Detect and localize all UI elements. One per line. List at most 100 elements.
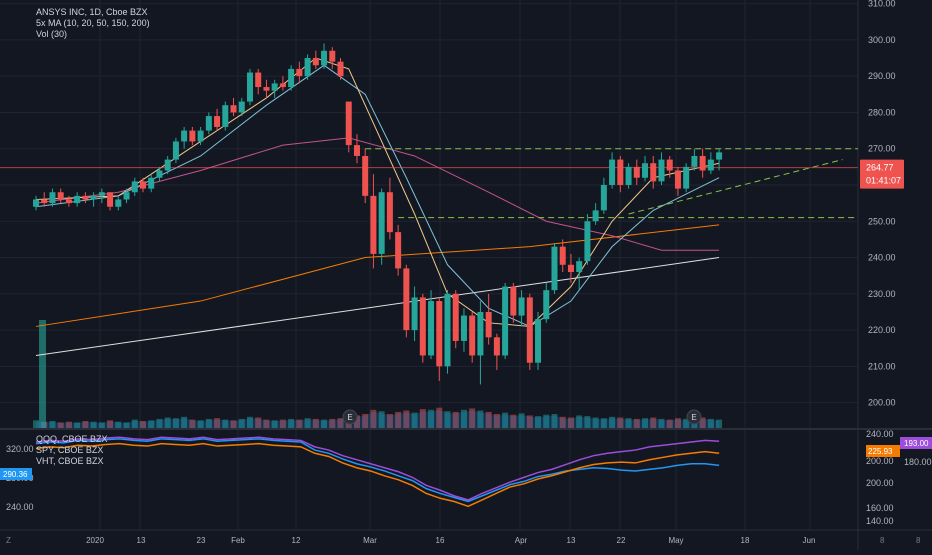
candle-body[interactable] bbox=[321, 50, 328, 66]
candle-body[interactable] bbox=[436, 301, 443, 367]
spy-legend[interactable]: SPY, CBOE BZX bbox=[36, 445, 104, 455]
candle-body[interactable] bbox=[353, 145, 360, 156]
candle-body[interactable] bbox=[214, 116, 221, 127]
candle-body[interactable] bbox=[304, 58, 311, 77]
candle-body[interactable] bbox=[181, 130, 188, 142]
candle-body[interactable] bbox=[707, 159, 714, 171]
candle-body[interactable] bbox=[411, 297, 418, 331]
candle-body[interactable] bbox=[172, 141, 179, 160]
candle-body[interactable] bbox=[156, 170, 163, 178]
candle-body[interactable] bbox=[164, 159, 171, 171]
qqq-legend[interactable]: QQQ, CBOE BZX bbox=[36, 434, 108, 444]
candle-body[interactable] bbox=[288, 68, 295, 88]
candle-body[interactable] bbox=[493, 337, 500, 356]
candle-body[interactable] bbox=[559, 246, 566, 265]
candle-body[interactable] bbox=[502, 286, 509, 356]
candle-body[interactable] bbox=[263, 87, 270, 91]
candle-body[interactable] bbox=[337, 61, 344, 77]
candle-body[interactable] bbox=[279, 83, 286, 88]
candle-body[interactable] bbox=[90, 195, 97, 200]
candle-body[interactable] bbox=[386, 192, 393, 233]
candle-body[interactable] bbox=[98, 192, 105, 196]
candle-body[interactable] bbox=[428, 301, 435, 356]
candle-body[interactable] bbox=[115, 199, 122, 207]
candle-body[interactable] bbox=[329, 50, 336, 62]
candle-body[interactable] bbox=[57, 192, 64, 200]
candle-body[interactable] bbox=[362, 155, 369, 196]
candle-body[interactable] bbox=[296, 68, 303, 77]
candle-body[interactable] bbox=[41, 199, 48, 204]
candle-body[interactable] bbox=[674, 170, 681, 189]
candle-body[interactable] bbox=[378, 192, 385, 254]
candle-body[interactable] bbox=[584, 221, 591, 262]
volume-bar bbox=[246, 416, 253, 428]
candle-body[interactable] bbox=[526, 297, 533, 363]
candle-body[interactable] bbox=[403, 268, 410, 331]
candle-body[interactable] bbox=[469, 315, 476, 356]
candle-body[interactable] bbox=[633, 166, 640, 178]
candle-body[interactable] bbox=[82, 195, 89, 200]
candle-body[interactable] bbox=[551, 246, 558, 291]
candle-body[interactable] bbox=[617, 159, 624, 185]
candle-body[interactable] bbox=[189, 130, 196, 142]
candle-body[interactable] bbox=[49, 192, 56, 204]
earnings-marker-1[interactable] bbox=[686, 409, 702, 425]
candle-body[interactable] bbox=[699, 155, 706, 171]
candle-body[interactable] bbox=[650, 163, 657, 182]
candle-body[interactable] bbox=[683, 166, 690, 189]
candle-body[interactable] bbox=[74, 195, 81, 204]
candle-body[interactable] bbox=[691, 155, 698, 167]
candle-body[interactable] bbox=[139, 181, 146, 189]
candle-body[interactable] bbox=[370, 195, 377, 254]
candle-body[interactable] bbox=[600, 184, 607, 211]
candle-body[interactable] bbox=[419, 297, 426, 356]
candle-body[interactable] bbox=[33, 199, 39, 207]
candle-body[interactable] bbox=[107, 192, 114, 207]
candle-body[interactable] bbox=[238, 101, 245, 113]
candle-body[interactable] bbox=[444, 293, 451, 367]
candle-body[interactable] bbox=[485, 311, 492, 338]
earnings-marker-0[interactable] bbox=[342, 409, 358, 425]
candle-body[interactable] bbox=[592, 210, 599, 222]
candle-body[interactable] bbox=[246, 72, 253, 102]
candle-body[interactable] bbox=[477, 311, 484, 356]
candle-body[interactable] bbox=[131, 181, 138, 193]
candle-body[interactable] bbox=[543, 290, 550, 320]
candle-body[interactable] bbox=[312, 58, 319, 66]
candle-body[interactable] bbox=[567, 264, 574, 273]
candle-body[interactable] bbox=[658, 159, 665, 182]
symbol-title[interactable]: ANSYS INC, 1D, Cboe BZX bbox=[36, 7, 148, 17]
candle-body[interactable] bbox=[518, 297, 525, 316]
candle-body[interactable] bbox=[345, 101, 352, 146]
candle-body[interactable] bbox=[625, 166, 632, 185]
candle-body[interactable] bbox=[271, 83, 278, 91]
candle-body[interactable] bbox=[395, 232, 402, 269]
candle-body[interactable] bbox=[222, 105, 229, 127]
compare-line-qqq[interactable] bbox=[35, 436, 720, 501]
candle-body[interactable] bbox=[123, 192, 130, 200]
candle-body[interactable] bbox=[148, 177, 155, 189]
candle-body[interactable] bbox=[642, 163, 649, 178]
vht-legend[interactable]: VHT, CBOE BZX bbox=[36, 456, 104, 466]
candle-body[interactable] bbox=[255, 72, 262, 88]
candle-body[interactable] bbox=[452, 293, 459, 341]
trend-line[interactable] bbox=[628, 159, 843, 215]
compare-line-vht[interactable] bbox=[35, 438, 720, 503]
candle-body[interactable] bbox=[666, 159, 673, 171]
candle-body[interactable] bbox=[510, 286, 517, 316]
last-price-badge[interactable] bbox=[860, 159, 904, 189]
candle-body[interactable] bbox=[197, 130, 204, 142]
candle-body[interactable] bbox=[609, 159, 616, 185]
candle-body[interactable] bbox=[576, 261, 583, 273]
volume-legend[interactable]: Vol (30) bbox=[36, 29, 68, 39]
candle-body[interactable] bbox=[460, 315, 467, 341]
candle-body[interactable] bbox=[65, 199, 72, 204]
candle-body[interactable] bbox=[230, 105, 237, 113]
ma-legend[interactable]: 5x MA (10, 20, 50, 150, 200) bbox=[36, 18, 150, 28]
candle-body[interactable] bbox=[535, 319, 542, 363]
candle-body[interactable] bbox=[205, 116, 212, 131]
candle-body[interactable] bbox=[716, 152, 723, 160]
compare-line-spy[interactable] bbox=[35, 442, 720, 508]
